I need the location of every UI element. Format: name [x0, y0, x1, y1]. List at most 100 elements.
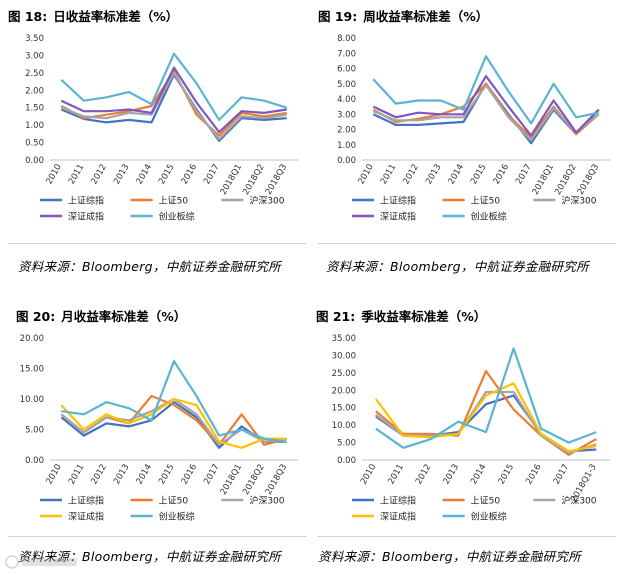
series-line-上证50: [372, 82, 600, 139]
legend-label: 上证综指: [68, 495, 104, 507]
x-tick-label: 2016: [524, 463, 543, 487]
source-note-19: 资料来源：Bloomberg，中航证券金融研究所: [326, 259, 589, 274]
x-tick-label: 2011: [67, 163, 86, 187]
y-tick-label: 0.50: [25, 139, 44, 149]
x-tick-label: 2015: [157, 463, 176, 487]
x-tick-label: 2010: [44, 463, 63, 487]
x-tick-label: 2010: [359, 463, 378, 487]
chart-title-19: 图 19: 周收益率标准差（%）: [318, 6, 488, 25]
y-tick-label: 15.00: [20, 365, 44, 375]
y-tick-label: 0.00: [25, 456, 44, 466]
series-line-深证成指: [60, 66, 287, 134]
legend-label: 上证50: [471, 496, 501, 507]
x-tick-label: 2013: [112, 163, 131, 187]
series-line-创业板综: [372, 55, 599, 125]
divider-top-left: [8, 243, 306, 244]
legend-label: 创业板综: [159, 211, 195, 223]
y-tick-label: 2.00: [25, 86, 44, 96]
legend-label: 沪深300: [561, 495, 596, 507]
x-tick-label: 2018Q3: [264, 463, 290, 497]
legend-label: 创业板综: [159, 511, 195, 523]
x-tick-label: 2014: [135, 463, 154, 487]
divider-bottom-right: [318, 536, 616, 537]
series-line-沪深300: [60, 71, 287, 141]
legend-label: 深证成指: [68, 511, 104, 523]
x-tick-label: 2018Q3: [264, 163, 290, 197]
source-note-18: 资料来源：Bloomberg，中航证券金融研究所: [18, 259, 281, 274]
x-tick-label: 2015: [157, 163, 176, 187]
x-tick-label: 2011: [386, 463, 405, 487]
legend-label: 深证成指: [380, 511, 416, 523]
x-tick-label: 2018Q3: [576, 163, 602, 197]
chart-panel-19: 图 19: 周收益率标准差（%） 8.00 7.00 6.00 5.00 4.00 3.00…: [312, 0, 624, 290]
y-tick-label: 0.00: [337, 156, 356, 166]
series-line-创业板综: [60, 52, 288, 122]
y-tick-label: 2.00: [337, 126, 356, 136]
legend-label: 上证综指: [380, 495, 416, 507]
series-line-上证50: [60, 69, 287, 137]
series-line-沪深300: [375, 390, 597, 455]
x-tick-label: 2011: [379, 163, 398, 187]
legend-label: 沪深300: [249, 495, 284, 507]
x-tick-label: 2017: [202, 463, 221, 487]
y-tick-label: 0.00: [337, 456, 356, 466]
chart-plot-19: 8.00 7.00 6.00 5.00 4.00 3.00 2.00 1.00 0.002010…: [337, 34, 610, 223]
legend-label: 上证50: [159, 496, 189, 507]
y-tick-label: 1.00: [337, 141, 356, 151]
series-line-创业板综: [375, 347, 597, 449]
x-tick-label: 2017: [552, 463, 571, 487]
y-tick-label: 20.00: [332, 386, 356, 396]
y-tick-label: 5.00: [337, 439, 356, 449]
figure-label: 图 20:: [16, 309, 56, 324]
y-tick-label: 0.00: [25, 156, 44, 166]
y-tick-label: 8.00: [337, 34, 356, 44]
chart-plot-21: 35.0030.0025.0020.0015.0010.005.000.0020…: [332, 334, 610, 523]
title-text: 周收益率标准差（%）: [363, 9, 489, 24]
title-text: 月收益率标准差（%）: [61, 309, 187, 324]
y-tick-label: 2.50: [25, 69, 44, 79]
legend-label: 上证综指: [380, 195, 416, 207]
legend-label: 上证50: [159, 196, 189, 207]
y-tick-label: 30.00: [332, 351, 356, 361]
y-tick-label: 35.00: [332, 334, 356, 344]
x-tick-label: 2014: [447, 163, 466, 187]
series-line-上证综指: [372, 82, 600, 145]
legend-label: 深证成指: [380, 211, 416, 223]
legend-label: 沪深300: [561, 195, 596, 207]
series-line-沪深300: [372, 84, 600, 142]
x-tick-label: 2010: [44, 163, 63, 187]
y-tick-label: 25.00: [332, 369, 356, 379]
chart-panel-18: 图 18: 日收益率标准差（%） 3.50 3.00 2.50 2.00 1.50 1.00…: [0, 0, 312, 290]
chart-panel-21: 图 21: 季收益率标准差（%） 35.00 30.00 25.00 20.00 15.0…: [312, 300, 624, 575]
y-tick-label: 1.00: [25, 121, 44, 131]
series-line-深证成指: [372, 74, 600, 137]
y-tick-label: 7.00: [337, 49, 356, 59]
x-tick-label: 2012: [89, 463, 108, 487]
y-tick-label: 15.00: [332, 404, 356, 414]
x-tick-label: 2013: [424, 163, 443, 187]
legend-label: 上证50: [471, 196, 501, 207]
x-tick-label: 2012: [414, 463, 433, 487]
legend-label: 深证成指: [68, 211, 104, 223]
x-tick-label: 2014: [469, 463, 488, 487]
x-tick-label: 2012: [89, 163, 108, 187]
x-tick-label: 2017: [202, 163, 221, 187]
x-tick-label: 2015: [469, 163, 488, 187]
source-note-20: 资料来源：Bloomberg，中航证券金融研究所: [18, 549, 281, 564]
divider-top-right: [318, 243, 616, 244]
y-tick-label: 5.00: [25, 426, 44, 436]
x-tick-label: 2011: [67, 463, 86, 487]
x-tick-label: 2017: [514, 163, 533, 187]
y-tick-label: 6.00: [337, 65, 356, 75]
figure-label: 图 18:: [8, 9, 48, 24]
legend-label: 沪深300: [249, 195, 284, 207]
source-note-21: 资料来源：Bloomberg，中航证券金融研究所: [318, 549, 581, 564]
series-line-深证成指: [60, 397, 287, 449]
divider-bottom-left: [8, 536, 306, 537]
x-tick-label: 2013: [112, 463, 131, 487]
x-tick-label: 2016: [180, 463, 199, 487]
x-tick-label: 2014: [135, 163, 154, 187]
y-tick-label: 10.00: [332, 421, 356, 431]
